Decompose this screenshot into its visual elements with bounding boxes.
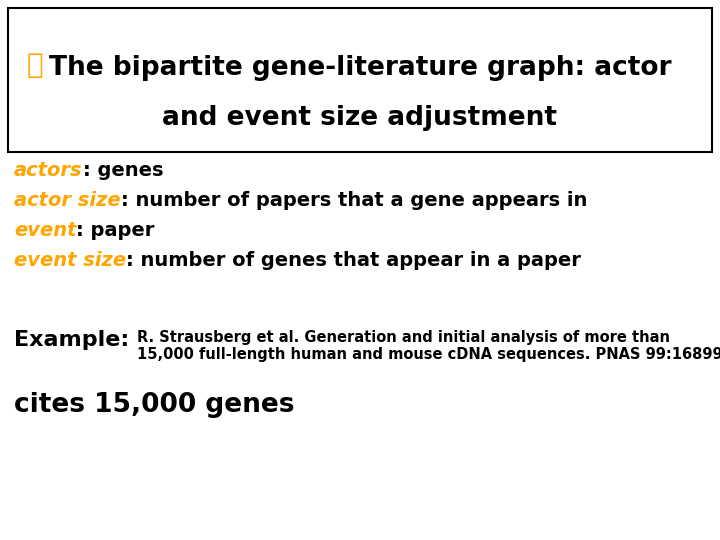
Text: : paper: : paper	[76, 220, 155, 240]
Text: cites 15,000 genes: cites 15,000 genes	[14, 392, 294, 418]
Text: Example:: Example:	[14, 330, 137, 350]
Text: ⓐ: ⓐ	[27, 51, 43, 79]
Text: : number of papers that a gene appears in: : number of papers that a gene appears i…	[121, 191, 587, 210]
Text: : genes: : genes	[83, 160, 163, 179]
Text: : number of genes that appear in a paper: : number of genes that appear in a paper	[126, 251, 581, 269]
Text: actor size: actor size	[14, 191, 121, 210]
Text: actors: actors	[14, 160, 83, 179]
Text: The bipartite gene-literature graph: actor: The bipartite gene-literature graph: act…	[49, 55, 671, 81]
Text: and event size adjustment: and event size adjustment	[163, 105, 557, 131]
FancyBboxPatch shape	[8, 8, 712, 152]
Text: R. Strausberg et al. Generation and initial analysis of more than
15,000 full-le: R. Strausberg et al. Generation and init…	[137, 330, 720, 362]
Text: event: event	[14, 220, 76, 240]
Text: event size: event size	[14, 251, 126, 269]
